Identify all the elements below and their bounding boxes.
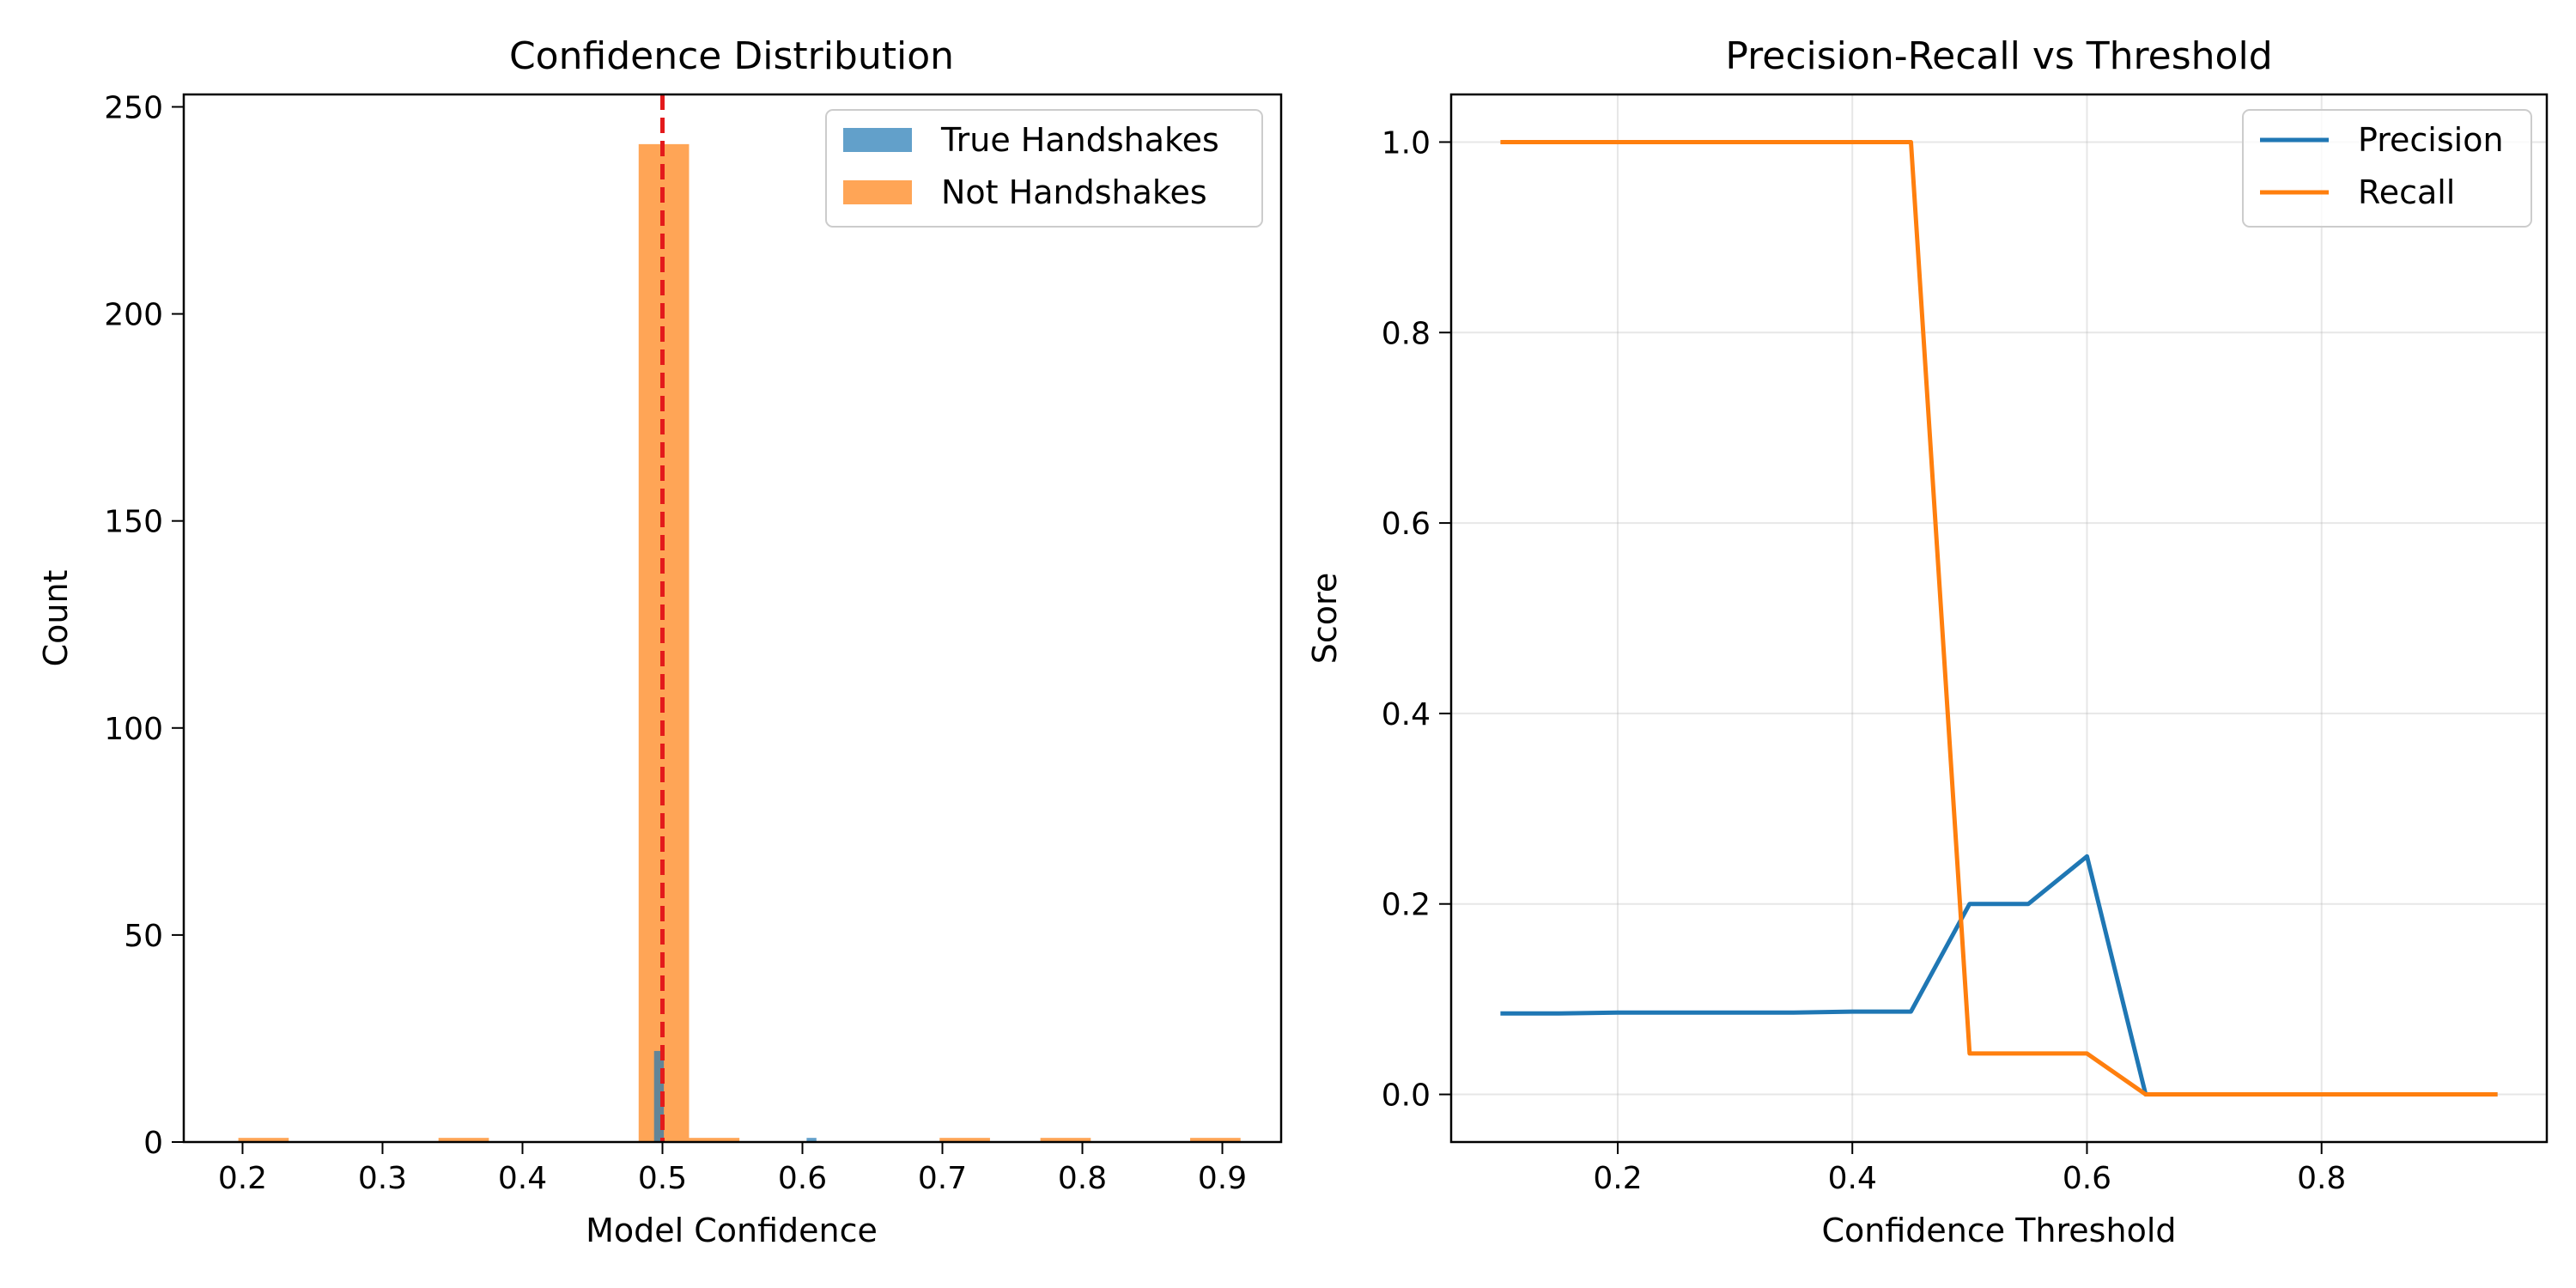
- x-axis-label: Confidence Threshold: [1821, 1212, 2176, 1249]
- legend-label: Not Handshakes: [941, 173, 1207, 211]
- chart-title: Confidence Distribution: [509, 34, 954, 78]
- x-tick-label: 0.6: [2063, 1161, 2111, 1196]
- x-axis-label: Model Confidence: [586, 1212, 878, 1249]
- y-tick-label: 50: [124, 919, 163, 954]
- histogram-bar: [653, 1050, 665, 1142]
- histogram-bar: [438, 1138, 489, 1142]
- y-tick-label: 0.4: [1382, 697, 1431, 732]
- y-tick-label: 0.2: [1382, 888, 1431, 923]
- legend-label: True Handshakes: [940, 121, 1219, 159]
- x-tick-label: 0.8: [2297, 1161, 2346, 1196]
- y-tick-label: 150: [104, 505, 163, 540]
- plot-area: [238, 94, 1241, 1143]
- tick-layer: 0.2 0.4 0.6 0.8 0.0 0.2 0.4 0.6 0.8 1.0: [1382, 125, 2347, 1196]
- axes-frame: [1449, 93, 2549, 1144]
- x-tick-label: 0.8: [1058, 1161, 1107, 1196]
- y-axis-label: Score: [1306, 573, 1344, 664]
- legend-label: Precision: [2358, 121, 2504, 159]
- tick-layer: 0.2 0.3 0.4 0.5 0.6 0.7 0.8 0.9 0 50 100 150 200 250: [104, 90, 1247, 1196]
- legend: Precision Recall: [2242, 109, 2532, 228]
- x-tick-label: 0.2: [218, 1161, 267, 1196]
- y-tick-label: 0.8: [1382, 316, 1431, 351]
- axes-frame: [182, 93, 1283, 1144]
- precision-recall-chart: Precision-Recall vs Threshold 0.2 0.4 0.6 0…: [1306, 34, 2549, 1249]
- legend-label: Recall: [2358, 173, 2455, 211]
- y-tick-label: 1.0: [1382, 125, 1431, 161]
- histogram-bar: [1190, 1138, 1241, 1142]
- y-tick-label: 0.6: [1382, 507, 1431, 542]
- y-tick-label: 200: [104, 298, 163, 333]
- x-tick-label: 0.4: [498, 1161, 547, 1196]
- confidence-distribution-chart: Confidence Distribution 0.2 0.3 0.4 0.5 0.6 0…: [37, 34, 1283, 1249]
- x-tick-label: 0.2: [1593, 1161, 1642, 1196]
- series-line: [1500, 140, 2498, 1097]
- y-tick-label: 100: [104, 712, 163, 747]
- x-tick-label: 0.7: [918, 1161, 967, 1196]
- histogram-bar: [1040, 1138, 1091, 1142]
- y-tick-label: 0.0: [1382, 1078, 1431, 1114]
- legend: True Handshakes Not Handshakes: [825, 109, 1263, 228]
- x-tick-label: 0.3: [358, 1161, 407, 1196]
- x-tick-label: 0.4: [1828, 1161, 1877, 1196]
- legend-swatch: [843, 180, 912, 204]
- y-axis-label: Count: [37, 570, 75, 667]
- legend-box: [825, 109, 1263, 228]
- legend-swatch: [843, 128, 912, 152]
- chart-title: Precision-Recall vs Threshold: [1725, 34, 2272, 78]
- x-tick-label: 0.6: [778, 1161, 827, 1196]
- x-tick-label: 0.9: [1198, 1161, 1247, 1196]
- grid-layer: [1451, 94, 2547, 1142]
- plot-area: [1500, 140, 2498, 1097]
- histogram-bar: [806, 1138, 817, 1142]
- series-line: [1500, 854, 2498, 1097]
- y-tick-label: 0: [143, 1126, 163, 1161]
- histogram-bar: [689, 1138, 740, 1142]
- histogram-bar: [238, 1138, 289, 1142]
- y-tick-label: 250: [104, 90, 163, 125]
- x-tick-label: 0.5: [638, 1161, 687, 1196]
- histogram-bar: [939, 1138, 990, 1142]
